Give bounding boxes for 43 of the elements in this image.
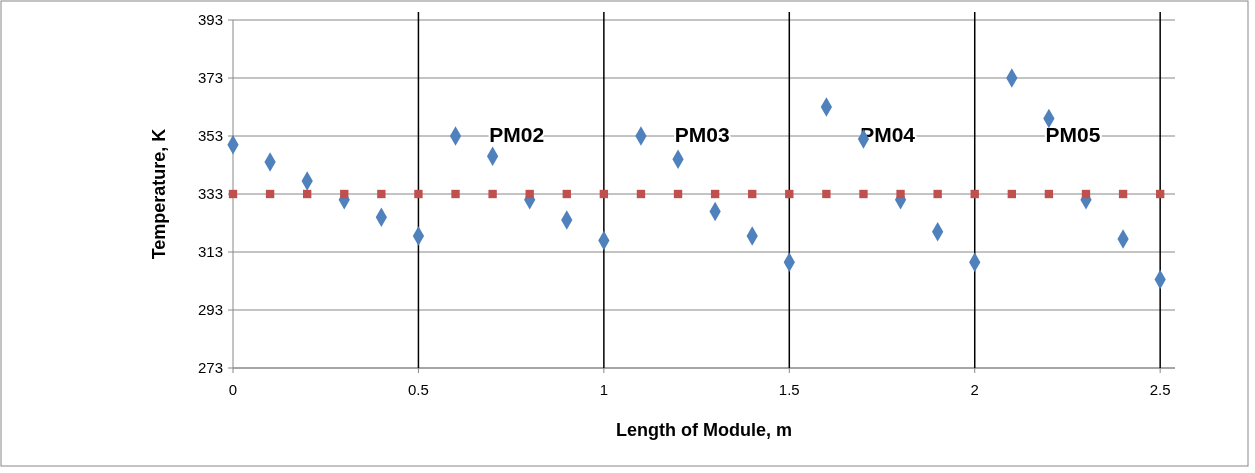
- point: [710, 189, 720, 199]
- y-tick-label: 293: [197, 301, 223, 319]
- x-tick-label: 2.5: [1149, 381, 1171, 398]
- y-tick-label: 393: [197, 11, 223, 29]
- point: [1007, 189, 1016, 199]
- point: [896, 189, 905, 199]
- point: [785, 189, 794, 199]
- point: [1118, 189, 1128, 199]
- point: [748, 189, 757, 199]
- point: [970, 189, 979, 199]
- point: [636, 189, 646, 199]
- point: [525, 189, 534, 199]
- point: [1155, 189, 1165, 199]
- y-tick-label: 373: [197, 69, 223, 87]
- x-tick-label: 1.5: [778, 381, 800, 398]
- point: [488, 189, 497, 199]
- point: [562, 189, 571, 199]
- point: [599, 189, 609, 199]
- y-axis-title: Temperature, K: [149, 128, 169, 260]
- point: [302, 189, 312, 199]
- x-axis-title: Length of Module, m: [616, 420, 792, 440]
- x-tick-label: 1: [599, 381, 609, 398]
- y-tick-label: 333: [197, 185, 223, 203]
- point: [673, 189, 683, 199]
- point: [859, 189, 868, 199]
- x-tick-label: 0: [228, 381, 238, 398]
- y-tick-label: 273: [197, 359, 223, 377]
- y-tick-label: 313: [197, 243, 223, 261]
- x-tick-label: 0.5: [408, 381, 429, 398]
- point: [933, 189, 942, 199]
- point: [1044, 189, 1054, 199]
- point: [822, 189, 831, 199]
- point: [377, 189, 386, 199]
- point: [451, 189, 460, 199]
- point: [1081, 189, 1091, 199]
- x-tick-label: 2: [970, 381, 979, 398]
- point: [265, 189, 275, 199]
- y-tick-label: 353: [197, 127, 223, 145]
- annotation: PM02: [489, 123, 545, 147]
- point: [414, 189, 423, 199]
- annotation: PM05: [1045, 123, 1101, 147]
- point: [340, 189, 349, 199]
- annotation: PM03: [674, 123, 730, 147]
